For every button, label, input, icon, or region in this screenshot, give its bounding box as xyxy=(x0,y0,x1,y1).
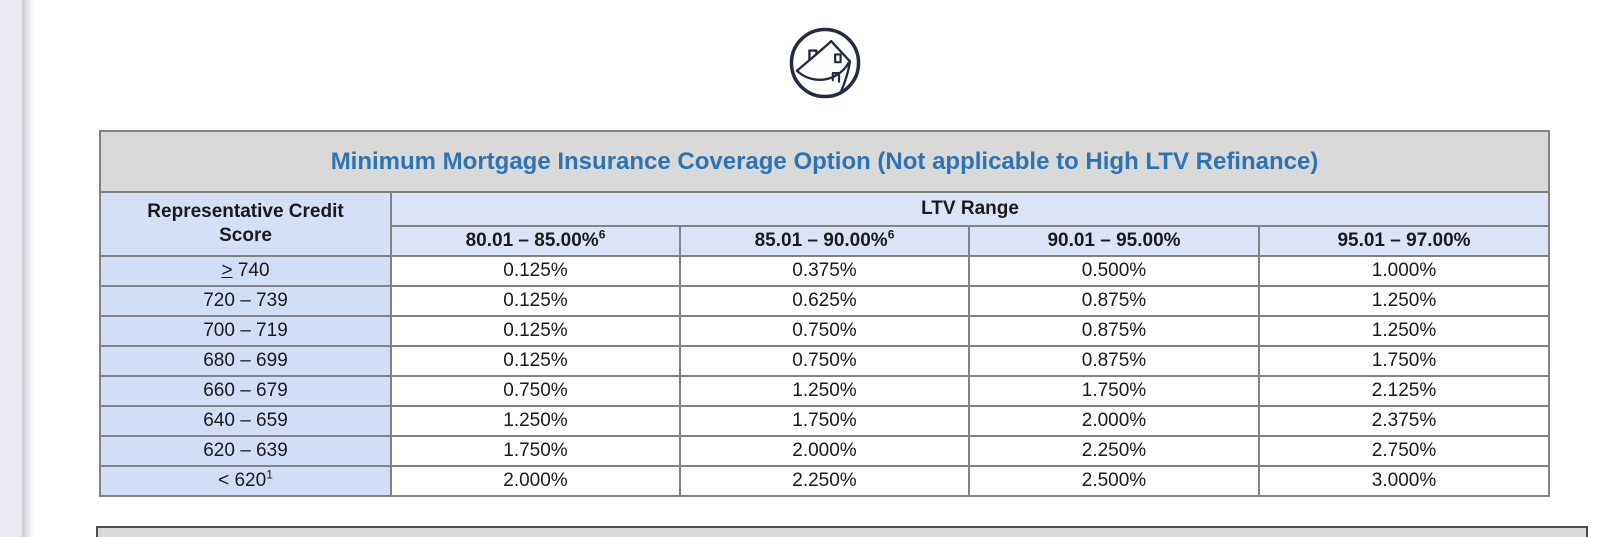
table-row: 660 – 679 0.750% 1.250% 1.750% 2.125% xyxy=(99,375,1551,407)
ltv-range-header-row: Representative Credit Score LTV Range xyxy=(99,191,1551,257)
next-table-top-edge xyxy=(96,526,1588,537)
ltv-range-header: LTV Range xyxy=(389,191,1551,227)
coverage-value-cell: 2.250% xyxy=(679,465,970,497)
coverage-value-cell: 2.750% xyxy=(1257,435,1551,467)
coverage-value-cell: 0.125% xyxy=(390,255,681,287)
coverage-value-cell: 0.625% xyxy=(679,285,970,317)
ltv-column-label: 95.01 – 97.00% xyxy=(1337,230,1471,251)
table-row: > 740 0.125% 0.375% 0.500% 1.000% xyxy=(99,255,1551,287)
ltv-column-label: 85.01 – 90.00% xyxy=(754,230,888,251)
ltv-column-header: 85.01 – 90.00%6 xyxy=(679,225,970,257)
coverage-value-cell: 2.125% xyxy=(1257,375,1551,407)
credit-score-cell: 620 – 639 xyxy=(99,435,392,467)
credit-score-header: Representative Credit Score xyxy=(99,191,392,257)
coverage-value-cell: 1.750% xyxy=(968,375,1260,407)
footnote-marker: 6 xyxy=(887,227,895,242)
coverage-value-cell: 0.875% xyxy=(968,345,1260,377)
page-edge-shadow xyxy=(22,0,34,537)
table-row: < 6201 2.000% 2.250% 2.500% 3.000% xyxy=(99,465,1551,497)
coverage-value-cell: 1.250% xyxy=(1257,315,1551,347)
coverage-value-cell: 1.750% xyxy=(1257,345,1551,377)
coverage-value-cell: 0.875% xyxy=(968,285,1260,317)
coverage-value-cell: 0.750% xyxy=(679,345,970,377)
mi-coverage-table: Minimum Mortgage Insurance Coverage Opti… xyxy=(98,130,1551,497)
coverage-value-cell: 0.125% xyxy=(390,315,681,347)
coverage-value-cell: 2.000% xyxy=(968,405,1260,437)
coverage-value-cell: 1.000% xyxy=(1257,255,1551,287)
ltv-column-header: 90.01 – 95.00% xyxy=(968,225,1260,257)
mi-table-body: > 740 0.125% 0.375% 0.500% 1.000% 720 – 739 0.… xyxy=(99,255,1551,497)
coverage-value-cell: 2.000% xyxy=(390,465,681,497)
coverage-value-cell: 0.750% xyxy=(679,315,970,347)
footnote-marker: 1 xyxy=(266,467,273,482)
credit-score-cell: < 6201 xyxy=(99,465,392,497)
ltv-column-label: 90.01 – 95.00% xyxy=(1047,230,1181,251)
credit-score-cell: 700 – 719 xyxy=(99,315,392,347)
fannie-mae-house-logo-icon xyxy=(786,24,864,102)
credit-score-cell: 720 – 739 xyxy=(99,285,392,317)
ltv-column-header: 95.01 – 97.00% xyxy=(1257,225,1551,257)
credit-score-cell: > 740 xyxy=(99,255,392,287)
coverage-value-cell: 2.250% xyxy=(968,435,1260,467)
ltv-subheader-row: 80.01 – 85.00%6 85.01 – 90.00%6 90.01 – … xyxy=(100,225,1551,257)
ltv-column-header: 80.01 – 85.00%6 xyxy=(390,225,681,257)
table-row: 720 – 739 0.125% 0.625% 0.875% 1.250% xyxy=(99,285,1551,317)
table-row: 640 – 659 1.250% 1.750% 2.000% 2.375% xyxy=(99,405,1551,437)
table-row: 620 – 639 1.750% 2.000% 2.250% 2.750% xyxy=(99,435,1551,467)
coverage-value-cell: 1.250% xyxy=(390,405,681,437)
coverage-value-cell: 0.375% xyxy=(679,255,970,287)
coverage-value-cell: 1.750% xyxy=(679,405,970,437)
coverage-value-cell: 0.125% xyxy=(390,285,681,317)
coverage-value-cell: 0.750% xyxy=(390,375,681,407)
table-row: 680 – 699 0.125% 0.750% 0.875% 1.750% xyxy=(99,345,1551,377)
table-row: 700 – 719 0.125% 0.750% 0.875% 1.250% xyxy=(99,315,1551,347)
page-edge-strip xyxy=(0,0,22,537)
ltv-column-label: 80.01 – 85.00% xyxy=(465,230,599,251)
coverage-value-cell: 2.500% xyxy=(968,465,1260,497)
credit-score-cell: 640 – 659 xyxy=(99,405,392,437)
coverage-value-cell: 2.000% xyxy=(679,435,970,467)
footnote-marker: 6 xyxy=(598,227,606,242)
table-title-row: Minimum Mortgage Insurance Coverage Opti… xyxy=(98,130,1551,193)
coverage-value-cell: 1.250% xyxy=(1257,285,1551,317)
credit-score-cell: 680 – 699 xyxy=(99,345,392,377)
coverage-value-cell: 2.375% xyxy=(1257,405,1551,437)
coverage-value-cell: 3.000% xyxy=(1257,465,1551,497)
coverage-value-cell: 0.125% xyxy=(390,345,681,377)
coverage-value-cell: 0.500% xyxy=(968,255,1260,287)
coverage-value-cell: 0.875% xyxy=(968,315,1260,347)
credit-score-cell: 660 – 679 xyxy=(99,375,392,407)
coverage-value-cell: 1.250% xyxy=(679,375,970,407)
coverage-value-cell: 1.750% xyxy=(390,435,681,467)
table-title: Minimum Mortgage Insurance Coverage Opti… xyxy=(98,130,1551,193)
